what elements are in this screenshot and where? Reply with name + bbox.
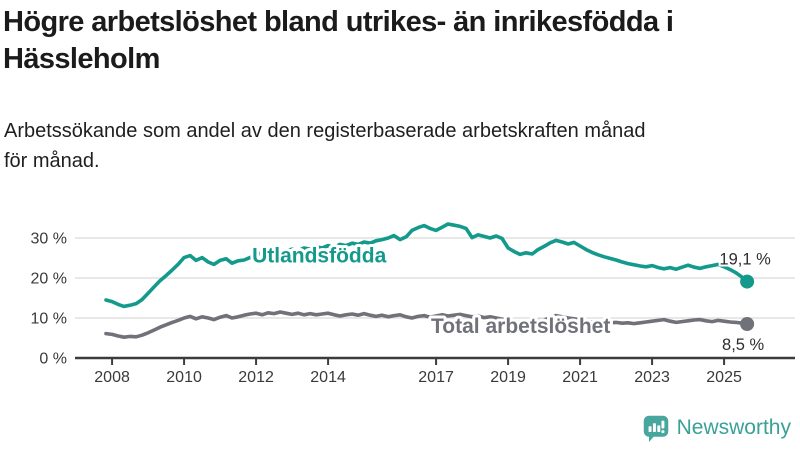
x-tick-label-2010: 2010 (166, 369, 202, 386)
x-tick-label-2023: 2023 (634, 369, 670, 386)
page-title: Högre arbetslöshet bland utrikes- än inr… (3, 4, 798, 78)
page-title-line-1: Högre arbetslöshet bland utrikes- än inr… (3, 6, 674, 38)
series-1-line (104, 310, 749, 339)
series-1-end-dot (740, 317, 755, 331)
page-subtitle-line-1: Arbetssökande som andel av den registerb… (4, 120, 646, 142)
x-tick-label-2019: 2019 (490, 369, 526, 386)
series-0-end-dot (740, 274, 755, 289)
x-tick-label-2021: 2021 (562, 369, 598, 386)
series-0-name-label: Utlandsfödda (252, 245, 386, 268)
series-1-name-label: Total arbetslöshet (431, 315, 610, 338)
y-tick-label-20: 20 % (31, 271, 67, 288)
y-tick-label-30: 30 % (31, 231, 67, 248)
page-subtitle-line-2: för månad. (4, 150, 100, 172)
newsworthy-logo: Newsworthy (642, 413, 791, 443)
page-title-line-2: Hässleholm (3, 43, 160, 75)
y-tick-label-0: 0 % (39, 351, 67, 368)
series-1-end-value-label: 8,5 % (722, 336, 765, 354)
line-chart: 2008 2010 2012 2014 2017 2019 2021 2023 2025 0 % 1… (31, 222, 795, 386)
x-tick-label-2008: 2008 (94, 369, 130, 386)
x-tick-label-2025: 2025 (706, 369, 742, 386)
series-0-line (104, 222, 749, 309)
series-0-end-value-label: 19,1 % (719, 251, 771, 269)
y-tick-label-10: 10 % (31, 311, 67, 328)
newsworthy-logo-text: Newsworthy (676, 416, 791, 439)
x-tick-label-2017: 2017 (418, 369, 454, 386)
bar-chart-speech-bubble-icon (643, 415, 668, 442)
page-subtitle: Arbetssökande som andel av den registerb… (4, 116, 790, 176)
x-tick-label-2012: 2012 (238, 369, 274, 386)
x-tick-label-2014: 2014 (310, 369, 346, 386)
